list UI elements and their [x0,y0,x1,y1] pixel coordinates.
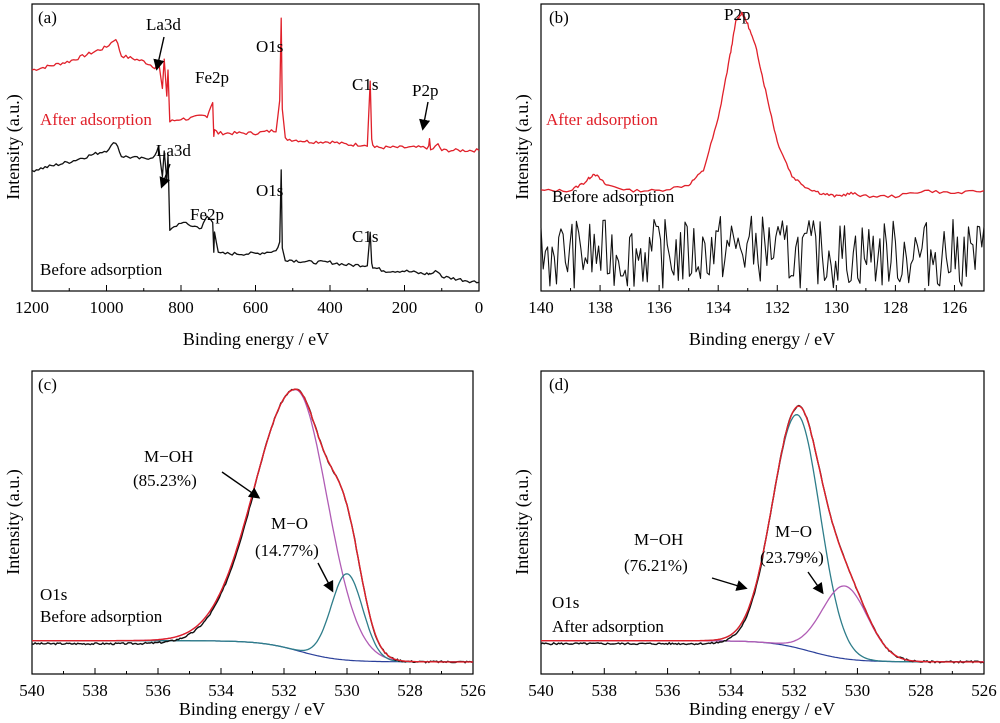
x-tick-label: 526 [971,681,997,700]
panel-a-before-label: Before adsorption [40,260,163,279]
x-tick-label: 532 [781,681,807,700]
panel-d-mo-label: M−O [775,522,812,541]
x-tick-label: 134 [705,298,731,317]
panel-a: (a) 1200 1000 800 600 400 200 0 Binding energy… [3,3,483,349]
x-tick-label: 130 [824,298,850,317]
x-tick-label: 534 [718,681,744,700]
panel-c-ticks: 540 538 536 534 532 530 528 526 [19,668,486,700]
panel-b-after-label: After adsorption [546,110,658,129]
x-tick-label: 0 [475,298,484,317]
panel-d-title-line2: After adsorption [552,617,664,636]
series-line-after [540,11,985,199]
panel-d-ylabel: Intensity (a.u.) [512,469,533,574]
panel-b-frame [540,3,985,292]
peak-label: P2p [412,81,438,100]
panel-c-xlabel: Binding energy / eV [179,699,325,719]
x-tick-label: 132 [765,298,791,317]
peak-label: La3d [146,15,181,34]
panel-c-letter: (c) [38,375,57,394]
x-tick-label: 128 [883,298,909,317]
panel-b-ylabel: Intensity (a.u.) [512,94,533,199]
x-tick-label: 530 [845,681,871,700]
panel-d: (d) 540 538 536 534 532 530 528 526 Binding ene… [512,370,997,719]
panel-a-xlabel: Binding energy / eV [183,329,329,349]
panel-c-moh-percent: (85.23%) [133,471,197,490]
x-tick-label: 538 [82,681,108,700]
mo-arrow [317,562,334,593]
x-tick-label: 528 [908,681,934,700]
series-line-before [540,215,985,289]
panel-b-xlabel: Binding energy / eV [689,329,835,349]
x-tick-label: 800 [168,298,194,317]
panel-b-p2p-label: P2p [724,5,750,24]
x-tick-label: 540 [19,681,45,700]
panel-b: (b) 140 138 136 134 132 130 128 126 Binding ene… [512,3,985,349]
x-tick-label: 534 [208,681,234,700]
panel-d-title-line1: O1s [552,593,579,612]
peak-arrow [153,36,165,71]
panel-d-plot [540,404,985,664]
panel-a-peak-annotations: La3d Fe2p O1s C1s P2p La3d Fe2p O1s C1s [146,15,438,246]
panel-b-before-label: Before adsorption [552,187,675,206]
x-tick-label: 400 [317,298,343,317]
panel-b-ticks: 140 138 136 134 132 130 128 126 [528,285,967,317]
panel-c-ylabel: Intensity (a.u.) [3,469,24,574]
panel-d-letter: (d) [549,375,569,394]
peak-label: O1s [256,181,283,200]
peak-label: Fe2p [190,205,224,224]
x-tick-label: 540 [528,681,554,700]
panel-c: (c) 540 538 536 534 532 530 528 526 Binding ene… [3,370,486,719]
panel-a-plot [31,17,480,284]
panel-d-ticks: 540 538 536 534 532 530 528 526 [528,668,997,700]
x-tick-label: 532 [271,681,297,700]
envelope-line [541,405,984,663]
panel-b-letter: (b) [549,8,569,27]
x-tick-label: 138 [587,298,613,317]
panel-a-letter: (a) [38,8,57,27]
x-tick-label: 1200 [15,298,49,317]
panel-c-mo-percent: (14.77%) [255,541,319,560]
x-tick-label: 1000 [90,298,124,317]
panel-a-after-label: After adsorption [40,110,152,129]
x-tick-label: 530 [334,681,360,700]
panel-c-plot [31,388,474,664]
panel-c-title-line2: Before adsorption [40,607,163,626]
panel-c-mo-label: M−O [271,514,308,533]
series-line-after [31,17,480,153]
panel-c-moh-label: M−OH [144,447,193,466]
x-tick-label: 136 [646,298,672,317]
panel-d-moh-percent: (76.21%) [624,556,688,575]
x-tick-label: 126 [942,298,968,317]
panel-a-ticks: 1200 1000 800 600 400 200 0 [15,285,483,317]
x-tick-label: 538 [592,681,618,700]
peak-label: Fe2p [195,68,229,87]
panel-d-mo-percent: (23.79%) [760,548,824,567]
x-tick-label: 526 [460,681,486,700]
panel-c-title-line1: O1s [40,585,67,604]
panel-d-moh-label: M−OH [634,530,683,549]
moh-arrow [221,471,261,499]
panel-c-frame [31,370,474,675]
x-tick-label: 536 [655,681,681,700]
peak-label: O1s [256,37,283,56]
panel-b-plot [540,11,985,289]
x-tick-label: 600 [243,298,269,317]
series-line-before [31,142,480,284]
x-tick-label: 140 [528,298,554,317]
peak-label: La3d [156,141,191,160]
panel-d-xlabel: Binding energy / eV [689,699,835,719]
mo-arrow [807,571,824,595]
peak-arrow [419,101,431,131]
peak-arrow [159,163,171,189]
panel-a-ylabel: Intensity (a.u.) [3,94,24,199]
x-tick-label: 200 [392,298,418,317]
peak-label: C1s [352,227,378,246]
moh-arrow [711,577,748,591]
x-tick-label: 536 [145,681,171,700]
x-tick-label: 528 [397,681,423,700]
peak-label: C1s [352,75,378,94]
